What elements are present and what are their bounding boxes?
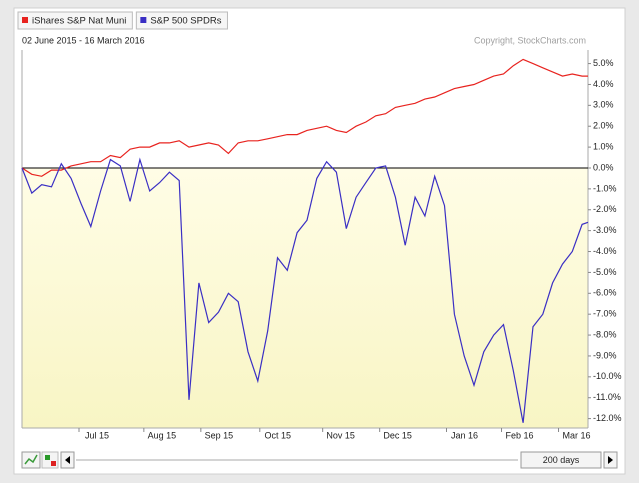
period-label: 200 days [543, 455, 580, 465]
y-tick-label: -11.0% [593, 392, 621, 402]
x-tick-label: Jan 16 [451, 430, 478, 440]
y-tick-label: -3.0% [593, 225, 617, 235]
y-tick-label: 4.0% [593, 79, 614, 89]
copyright: Copyright, StockCharts.com [474, 35, 586, 45]
y-tick-label: 5.0% [593, 58, 614, 68]
y-tick-label: -10.0% [593, 371, 622, 381]
period-box[interactable] [520, 451, 602, 469]
y-tick-label: -5.0% [593, 267, 617, 277]
x-tick-label: Sep 15 [205, 430, 234, 440]
x-tick-label: Jul 15 [85, 430, 109, 440]
y-tick-label: -1.0% [593, 183, 617, 193]
plot-background [22, 50, 588, 428]
legend-box[interactable] [135, 11, 228, 30]
series-line [21, 58, 588, 177]
y-tick-label: -7.0% [593, 309, 617, 319]
x-tick-label: Mar 16 [563, 430, 591, 440]
legend-label: S&P 500 SPDRs [150, 16, 221, 27]
y-tick-label: -9.0% [593, 350, 617, 360]
legend-box[interactable] [17, 11, 133, 30]
x-tick-label: Aug 15 [148, 430, 177, 440]
positive-area [22, 50, 588, 168]
y-tick-label: -2.0% [593, 204, 617, 214]
y-tick-label: 1.0% [593, 141, 614, 151]
icon-part [51, 461, 56, 466]
legend-swatch [22, 17, 28, 23]
legend-label: iShares S&P Nat Muni [32, 16, 126, 27]
arrow-right [608, 456, 613, 464]
x-tick-label: Feb 16 [506, 430, 534, 440]
subtitle: 02 June 2015 - 16 March 2016 [22, 35, 145, 45]
x-tick-label: Oct 15 [265, 430, 292, 440]
toolbar: 200 days [21, 451, 618, 469]
y-tick-label: -8.0% [593, 329, 617, 339]
legend: iShares S&P Nat Muni S&P 500 SPDRs [17, 11, 228, 30]
series-line [21, 157, 589, 423]
icon-part [45, 455, 50, 460]
legend-swatch [140, 17, 147, 23]
arrow-left [65, 456, 70, 464]
x-tick-label: Nov 15 [326, 430, 355, 440]
y-tick-label: 3.0% [593, 100, 614, 110]
y-tick-label: -6.0% [593, 288, 617, 298]
line-icon [24, 454, 38, 465]
y-tick-label: 0.0% [593, 162, 614, 172]
y-tick-label: -12.0% [593, 413, 622, 423]
y-tick-label: -4.0% [593, 246, 617, 256]
y-tick-label: 2.0% [593, 121, 614, 131]
negative-area [22, 167, 588, 428]
x-tick-label: Dec 15 [383, 430, 412, 440]
